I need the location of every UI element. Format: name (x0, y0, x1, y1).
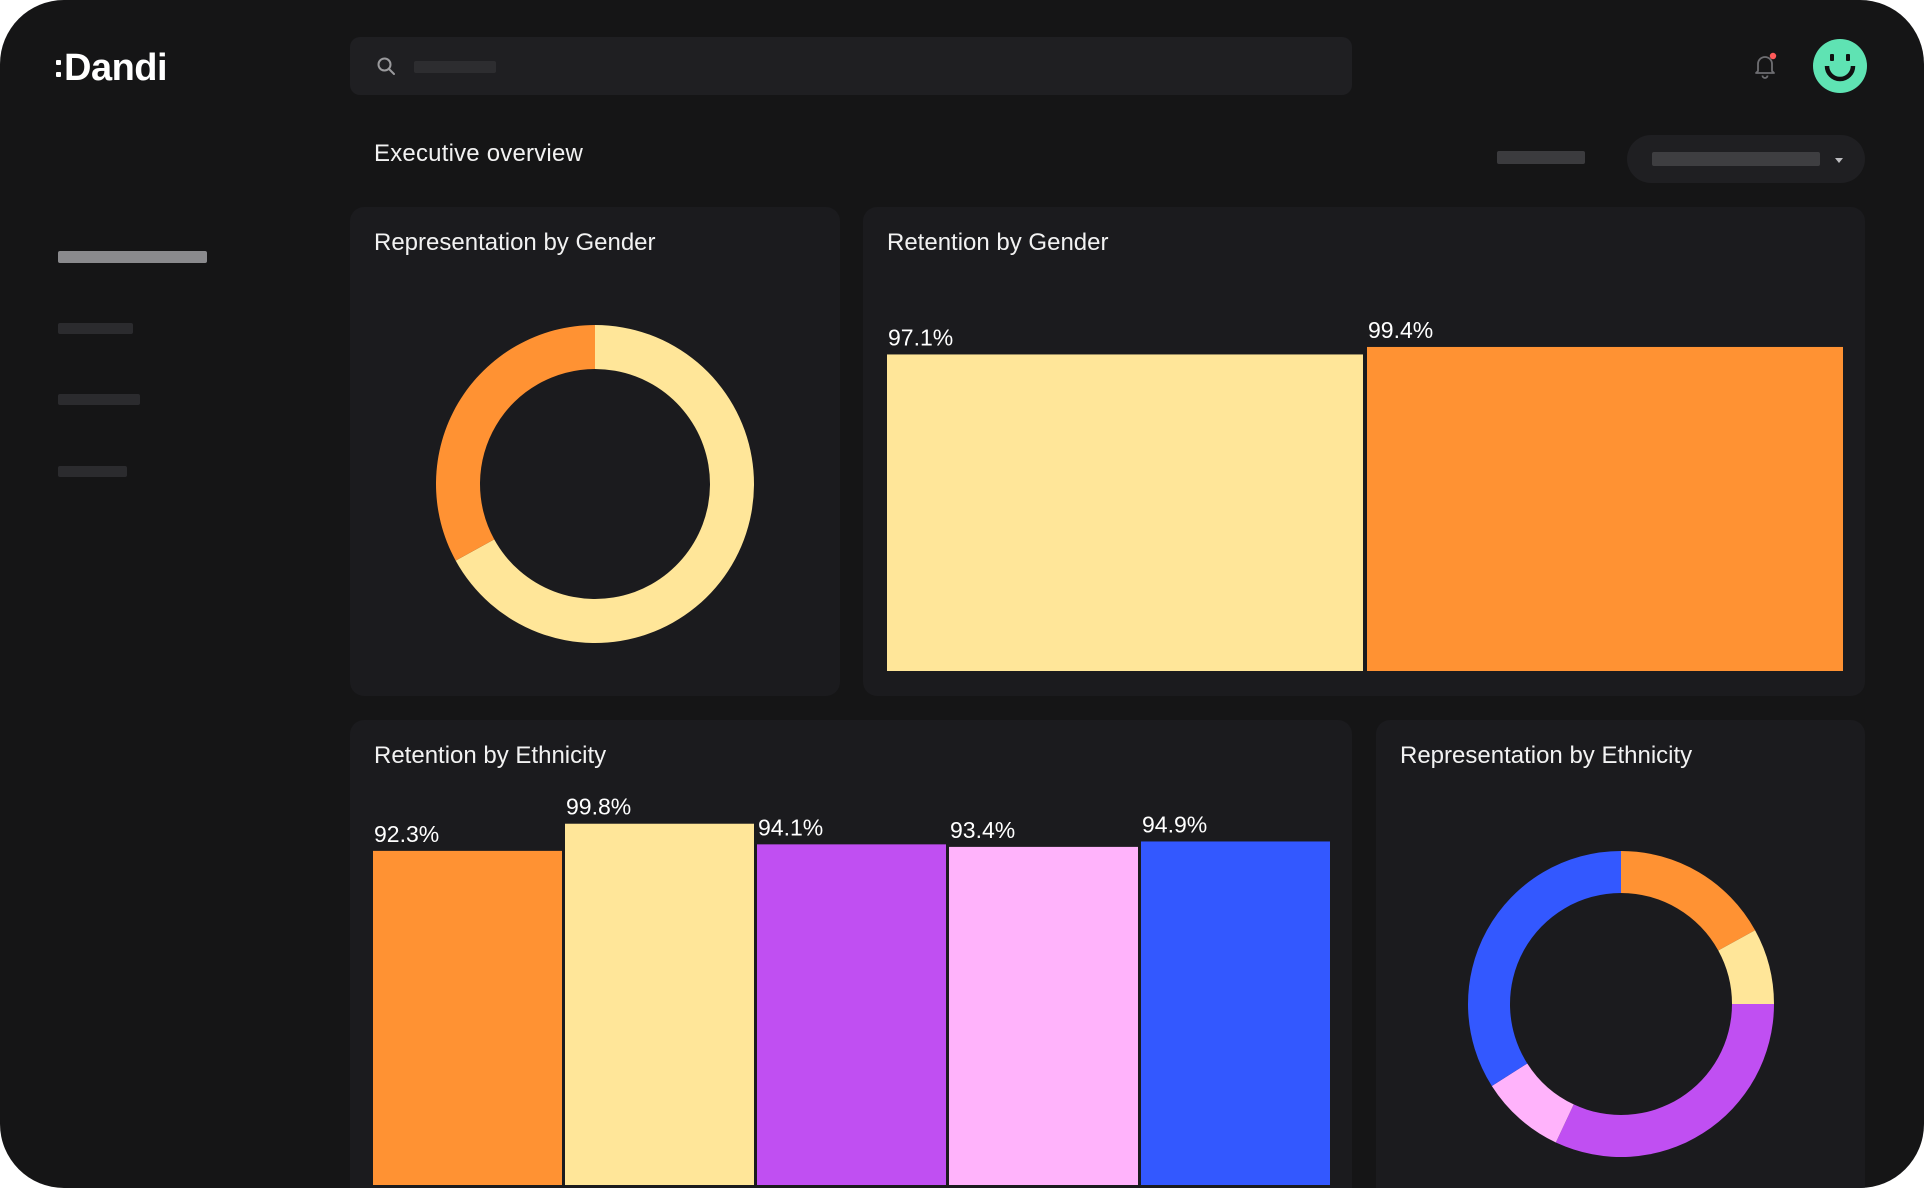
card-title: Retention by Ethnicity (374, 742, 607, 769)
bar (1141, 841, 1330, 1185)
logo-mark-icon (56, 59, 61, 77)
retention-ethnicity-bars: 92.3% 99.8% 94.1% 93.4% 94.9% (373, 794, 1330, 1185)
sidebar-item[interactable] (58, 466, 127, 477)
bar-value-label: 94.1% (758, 814, 823, 840)
card-title: Representation by Ethnicity (1400, 742, 1693, 769)
representation-gender-donut (436, 325, 754, 643)
donut-slice (436, 325, 595, 561)
donut-slice (1491, 1063, 1574, 1143)
sidebar-item[interactable] (58, 323, 133, 334)
donut-slice (455, 325, 754, 643)
card-title: Representation by Gender (374, 229, 656, 256)
card-retention-ethnicity: Retention by Ethnicity 92.3% 99.8% 94.1% 93… (350, 720, 1352, 1188)
bar-value-label: 99.4% (1368, 317, 1433, 343)
bar-value-label: 92.3% (374, 821, 439, 847)
notification-dot (1769, 52, 1777, 60)
donut-slice (1468, 851, 1621, 1086)
chevron-down-icon (1835, 158, 1843, 163)
bar-value-label: 93.4% (950, 817, 1015, 843)
card-representation-ethnicity: Representation by Ethnicity (1376, 720, 1865, 1188)
card-retention-gender: Retention by Gender 97.1% 99.4% (863, 207, 1865, 696)
avatar[interactable] (1813, 39, 1867, 93)
brand-name: Dandi (64, 46, 168, 89)
bar (949, 846, 1138, 1185)
card-title: Retention by Gender (887, 229, 1109, 256)
search-placeholder (414, 61, 496, 73)
sidebar-item-active[interactable] (58, 251, 207, 263)
donut-slice (1555, 1004, 1774, 1157)
bell-icon[interactable] (1752, 52, 1778, 80)
sidebar-item[interactable] (58, 394, 140, 405)
card-representation-gender: Representation by Gender (350, 207, 840, 696)
search-input[interactable] (350, 37, 1352, 95)
filter-link[interactable] (1497, 151, 1585, 164)
bar (757, 844, 946, 1185)
bar (1367, 346, 1843, 671)
dropdown-value (1652, 152, 1820, 166)
bar-value-label: 99.8% (566, 794, 631, 820)
donut-slice (1718, 930, 1774, 1004)
bar (887, 354, 1363, 671)
brand-logo[interactable]: Dandi (56, 44, 168, 92)
page-title: Executive overview (374, 140, 584, 167)
retention-gender-bars: 97.1% 99.4% (887, 317, 1843, 671)
representation-ethnicity-donut (1468, 851, 1774, 1157)
bar (373, 850, 562, 1185)
search-icon (377, 57, 395, 75)
smiley-avatar-icon (1824, 54, 1856, 82)
period-dropdown[interactable] (1627, 135, 1865, 183)
donut-slice (1621, 851, 1756, 951)
bar-value-label: 97.1% (888, 324, 953, 350)
bar-value-label: 94.9% (1142, 811, 1207, 837)
bar (565, 823, 754, 1185)
